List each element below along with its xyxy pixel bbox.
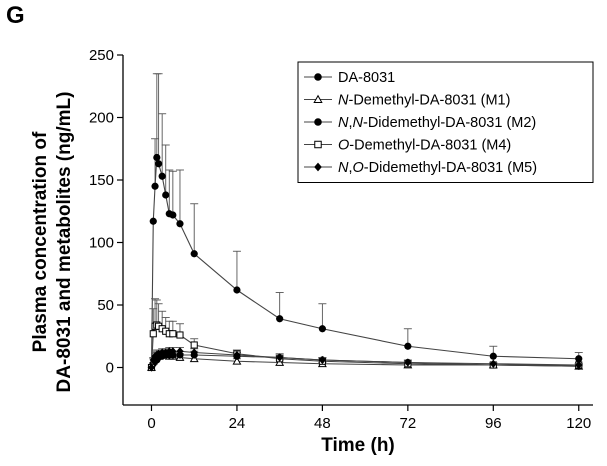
y-tick-label: 50 — [97, 297, 114, 314]
x-tick-label: 48 — [314, 415, 331, 432]
series-4-point — [149, 330, 157, 338]
legend-marker — [314, 162, 322, 172]
series-1-point — [190, 250, 198, 258]
panel-label: G — [6, 2, 25, 29]
series-1-point — [149, 217, 157, 225]
legend-marker — [314, 118, 322, 126]
series-5-point — [233, 350, 241, 360]
series-5-point — [176, 347, 184, 356]
x-tick-label: 0 — [147, 415, 155, 432]
series-1-point — [151, 182, 159, 190]
legend-marker — [313, 94, 323, 104]
series-5-point — [147, 363, 156, 372]
y-tick-label: 100 — [89, 235, 114, 252]
series-1-point — [162, 191, 170, 199]
series-1-point — [158, 172, 166, 180]
series-5-point — [276, 353, 284, 362]
legend-label: N-Demethyl-DA-8031 (M1) — [338, 93, 510, 109]
series-5-point — [318, 355, 326, 365]
x-tick-label: 96 — [485, 415, 502, 432]
series-2-point — [232, 356, 242, 365]
series-5-point — [190, 348, 198, 357]
series-1-point — [169, 211, 177, 219]
series-1-point — [575, 355, 583, 363]
y-tick-label: 200 — [89, 110, 114, 127]
series-5-point — [489, 359, 497, 368]
series-1-point — [233, 286, 241, 294]
series-4-point — [169, 330, 177, 338]
series-1-point — [404, 342, 412, 350]
series-5-point — [169, 347, 177, 356]
series-1-line — [150, 157, 579, 368]
x-tick-label: 120 — [566, 415, 591, 432]
y-axis-label-line2: DA-8031 and metabolites (ng/mL) — [54, 92, 75, 393]
legend-box — [297, 61, 594, 183]
legend-marker — [314, 73, 322, 81]
x-tick-label: 72 — [400, 415, 417, 432]
series-4-point — [176, 331, 184, 339]
series-1-point — [276, 315, 284, 323]
x-tick-label: 24 — [229, 415, 246, 432]
series-4-point — [190, 341, 198, 349]
y-axis-label-line1: Plasma concentration of — [30, 131, 51, 352]
legend-label: DA-8031 — [338, 70, 395, 86]
series-5-point — [575, 360, 583, 370]
legend-label: N,O-Didemethyl-DA-8031 (M5) — [338, 160, 537, 176]
series-1-point — [176, 220, 184, 228]
series-1-point — [489, 352, 497, 360]
y-tick-label: 250 — [89, 47, 114, 64]
y-tick-label: 150 — [89, 172, 114, 189]
y-tick-label: 0 — [106, 360, 114, 377]
legend-marker — [314, 140, 322, 149]
series-1-point — [318, 325, 326, 333]
legend-label: N,N-Didemethyl-DA-8031 (M2) — [338, 115, 536, 131]
x-axis-label: Time (h) — [321, 435, 395, 456]
legend-label: O-Demethyl-DA-8031 (M4) — [338, 138, 511, 154]
series-1-point — [155, 160, 163, 168]
series-1-point — [153, 153, 161, 162]
series-5-point — [404, 358, 412, 367]
